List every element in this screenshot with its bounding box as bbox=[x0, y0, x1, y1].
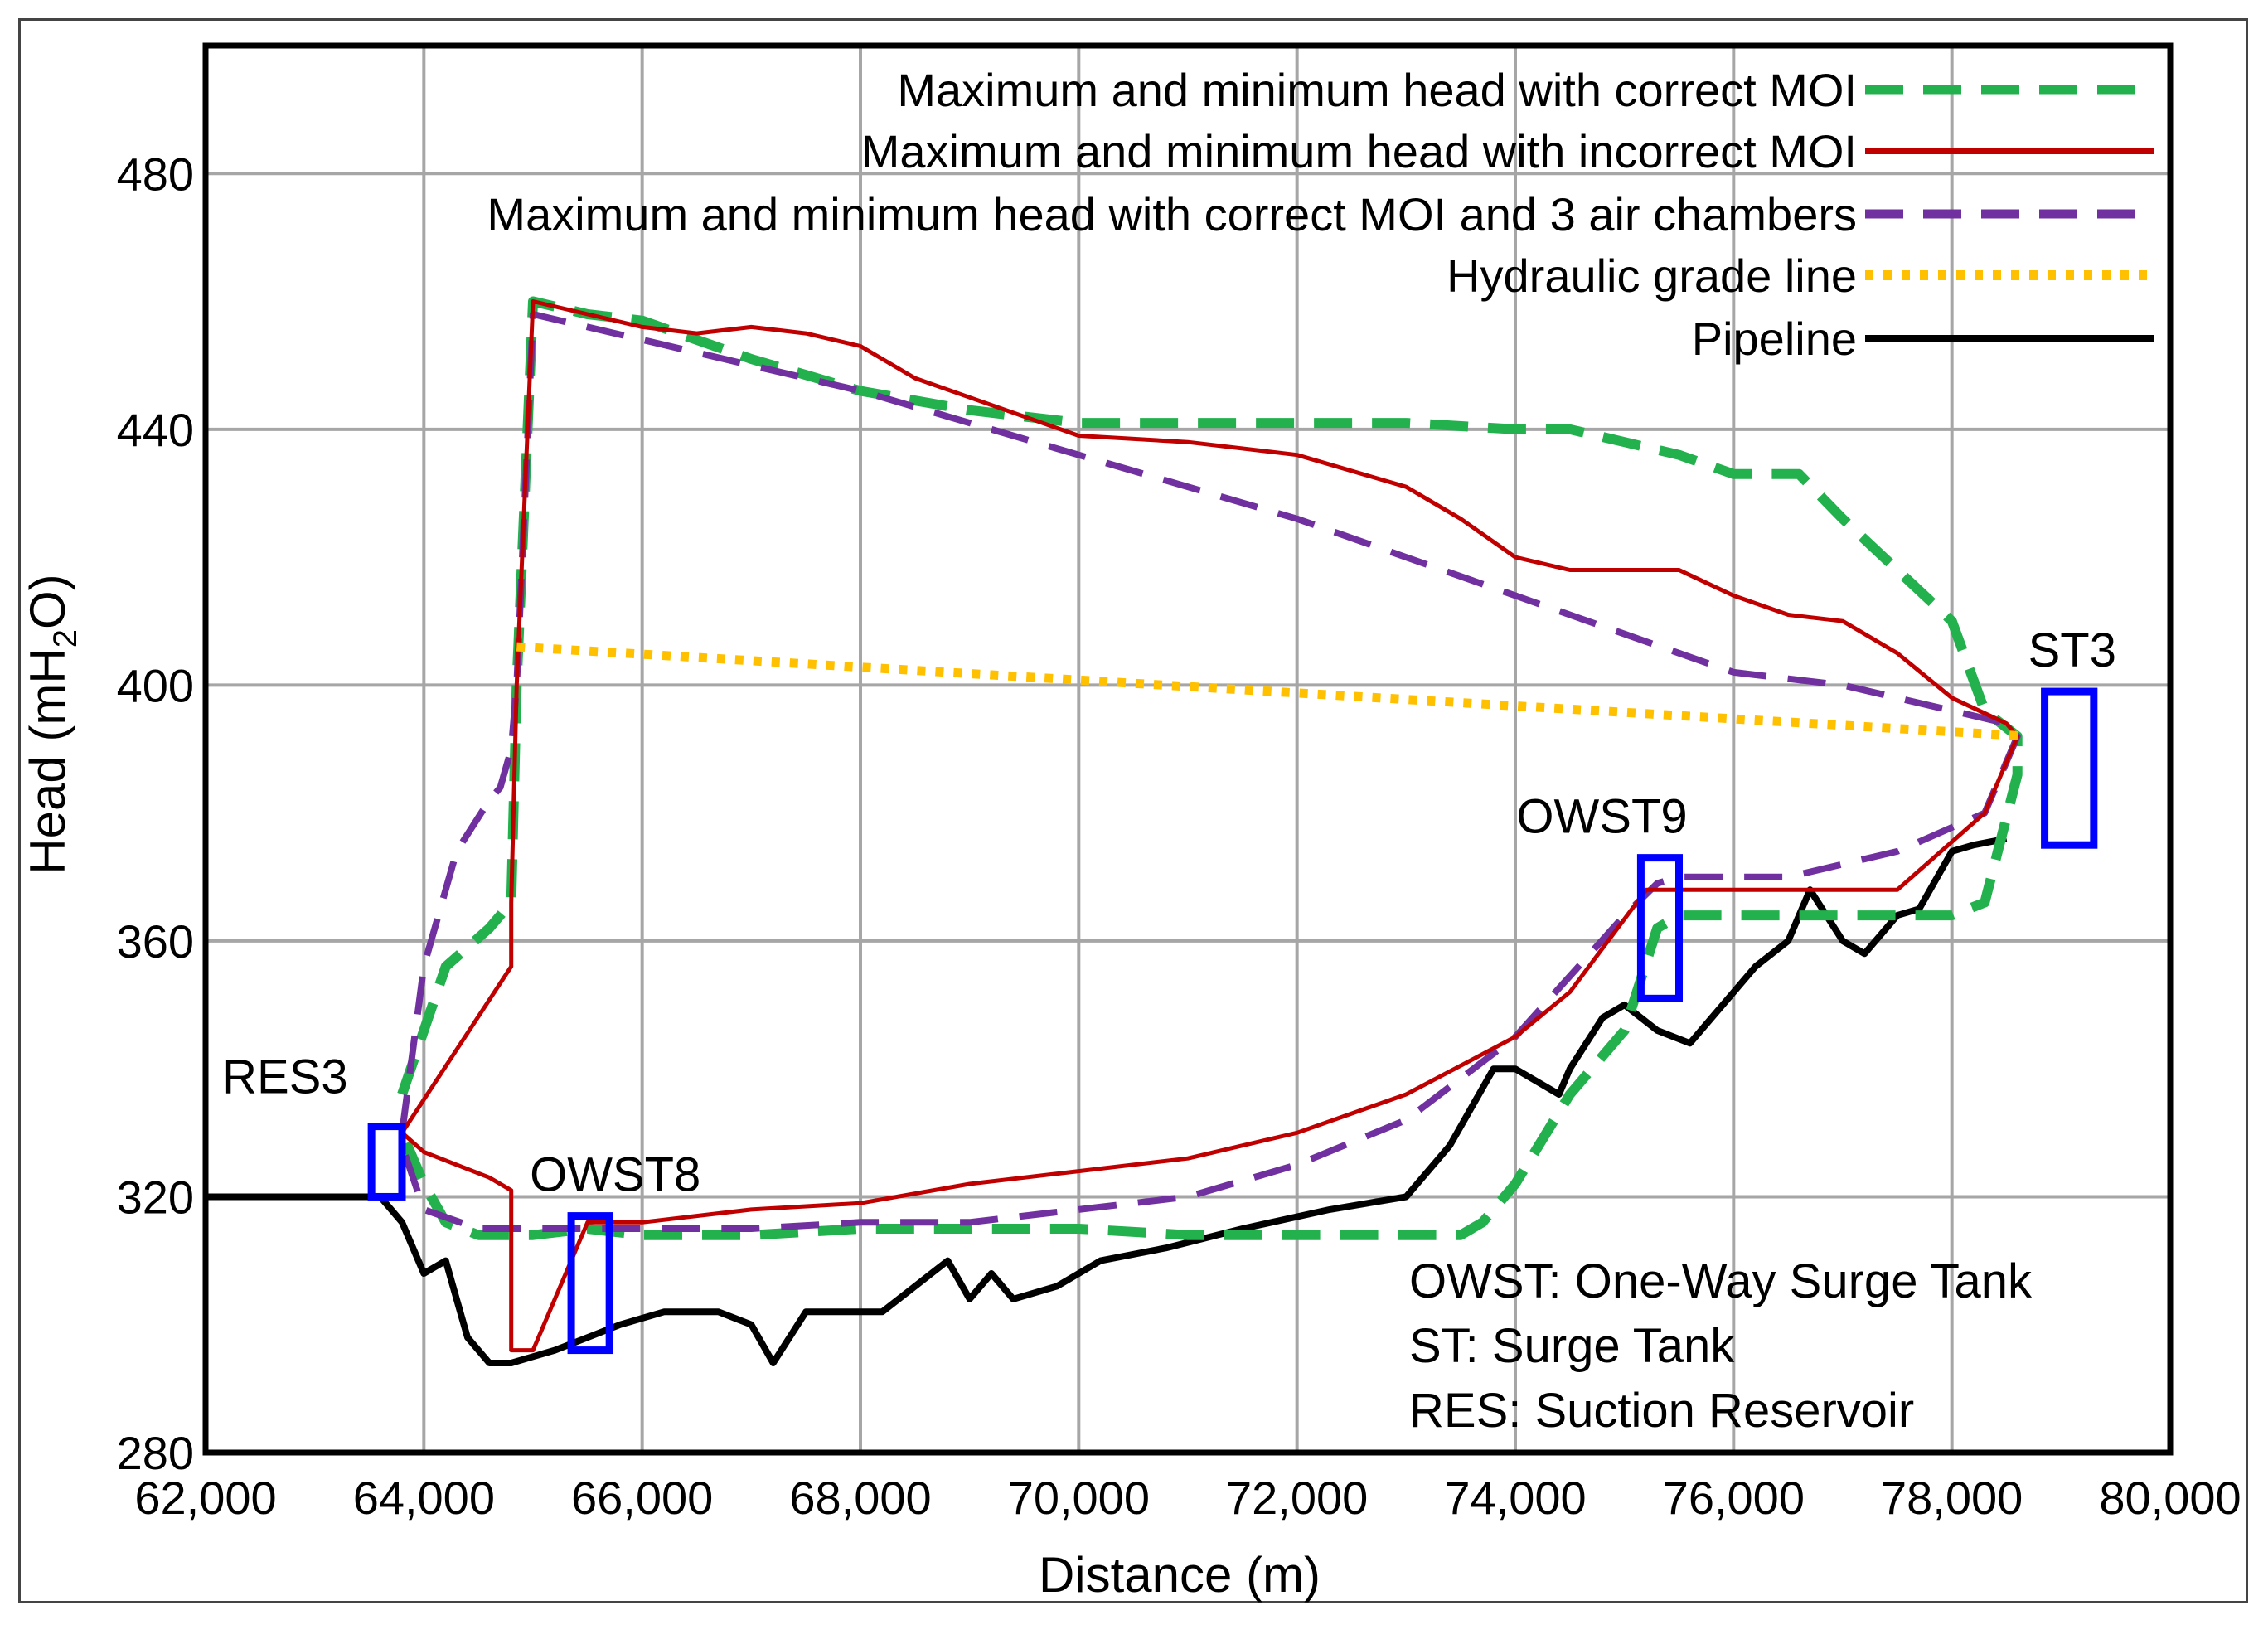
hydraulic-grade-line bbox=[516, 642, 2029, 741]
legend-label-0: Maximum and minimum head with correct MO… bbox=[897, 64, 1857, 116]
x-tick-label: 72,000 bbox=[1226, 1472, 1368, 1524]
x-tick-label: 78,000 bbox=[1881, 1472, 2023, 1524]
x-tick-label: 62,000 bbox=[134, 1472, 276, 1524]
tank-label-owst8: OWST8 bbox=[530, 1148, 700, 1202]
legend-label-2: Maximum and minimum head with correct MO… bbox=[487, 188, 1857, 240]
legend-label-4: Pipeline bbox=[1692, 313, 1857, 365]
tank-label-res3: RES3 bbox=[222, 1050, 348, 1104]
y-tick-label: 400 bbox=[117, 659, 194, 711]
y-tick-label: 440 bbox=[117, 404, 194, 456]
y-tick-label: 360 bbox=[117, 915, 194, 968]
note-2: RES: Suction Reservoir bbox=[1409, 1384, 1914, 1438]
incorrect-moi-envelope bbox=[400, 299, 2020, 1353]
x-tick-label: 64,000 bbox=[353, 1472, 495, 1524]
x-tick-label: 68,000 bbox=[789, 1472, 931, 1524]
x-tick-label: 80,000 bbox=[2099, 1472, 2241, 1524]
figure-frame bbox=[18, 18, 2248, 1603]
correct-moi-envelope bbox=[397, 296, 2023, 1240]
tank-box-res3 bbox=[367, 1123, 406, 1201]
note-1: ST: Surge Tank bbox=[1409, 1319, 1735, 1373]
legend-label-3: Hydraulic grade line bbox=[1447, 250, 1857, 302]
y-tick-label: 280 bbox=[117, 1427, 194, 1479]
tank-label-st3: ST3 bbox=[2028, 623, 2116, 677]
x-tick-label: 66,000 bbox=[571, 1472, 713, 1524]
legend-label-1: Maximum and minimum head with incorrect … bbox=[861, 125, 1857, 177]
x-tick-label: 76,000 bbox=[1663, 1472, 1805, 1524]
note-0: OWST: One-Way Surge Tank bbox=[1409, 1254, 2033, 1308]
x-tick-label: 74,000 bbox=[1444, 1472, 1586, 1524]
tank-box-owst8 bbox=[567, 1212, 613, 1355]
y-tick-label: 320 bbox=[117, 1171, 194, 1223]
tank-label-owst9: OWST9 bbox=[1516, 790, 1687, 844]
x-axis-label: Distance (m) bbox=[1039, 1547, 1321, 1603]
pipeline-line bbox=[206, 835, 2008, 1366]
x-tick-label: 70,000 bbox=[1008, 1472, 1150, 1524]
tank-box-st3 bbox=[2041, 687, 2098, 849]
tank-box-owst9 bbox=[1636, 854, 1683, 1002]
air-chambers-envelope bbox=[399, 311, 2021, 1232]
plot-area-border bbox=[202, 42, 2174, 1456]
y-axis-label: Head (mH2O) bbox=[20, 574, 84, 874]
y-tick-label: 480 bbox=[117, 148, 194, 200]
